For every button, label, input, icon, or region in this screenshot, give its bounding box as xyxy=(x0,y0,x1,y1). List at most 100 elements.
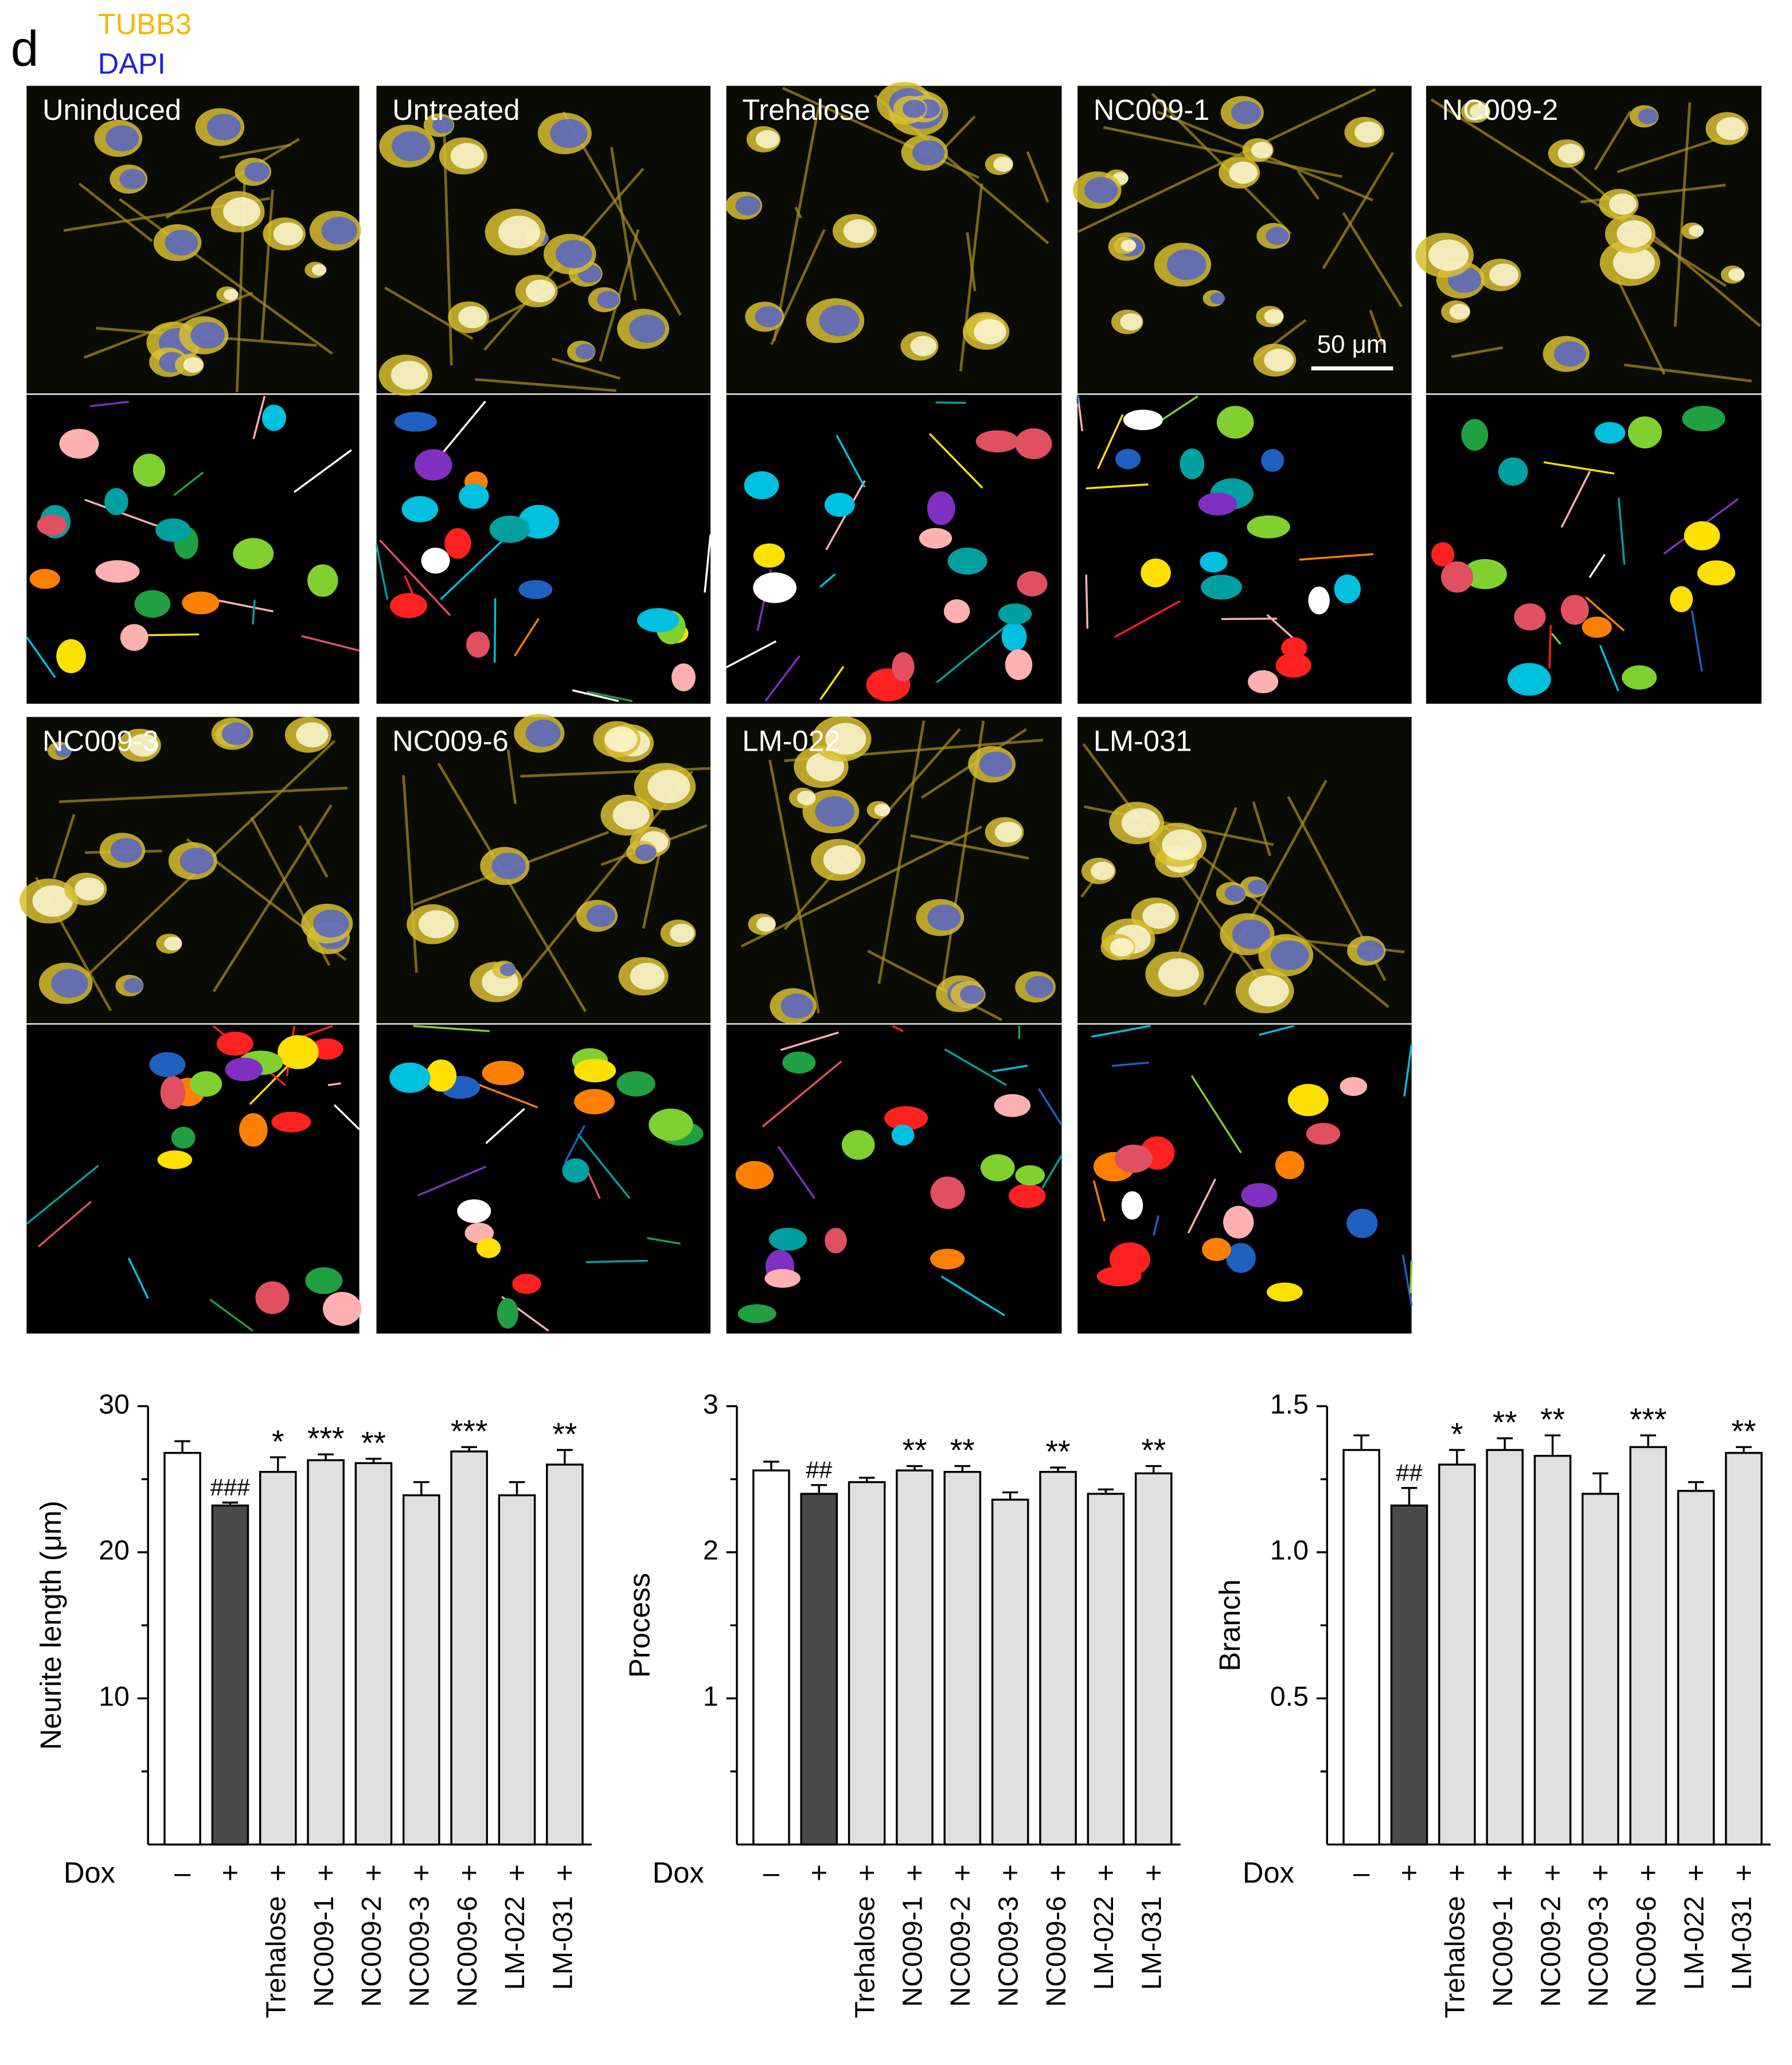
traced-neurite xyxy=(209,1298,254,1332)
x-tick-label: NC009-3 xyxy=(1583,1896,1614,2007)
nucleus xyxy=(575,343,595,360)
nucleus xyxy=(296,722,329,748)
significance: *** xyxy=(307,1421,345,1457)
traced-neurite xyxy=(992,1064,1028,1072)
nucleus xyxy=(1266,227,1289,245)
segmented-cell xyxy=(1287,1084,1329,1117)
significance: ** xyxy=(1493,1405,1517,1441)
segmented-cell xyxy=(37,514,68,536)
neurite xyxy=(1451,346,1504,358)
dox-sign: + xyxy=(1688,1856,1705,1889)
dox-label: Dox xyxy=(64,1856,115,1889)
segmented-cell xyxy=(1248,670,1279,694)
neurite xyxy=(119,198,333,355)
y-tick-label: 10 xyxy=(99,1681,130,1712)
segmented-cell xyxy=(307,564,338,597)
nucleus xyxy=(1232,919,1270,949)
segmented-cell xyxy=(1275,653,1311,678)
traced-neurite xyxy=(780,1031,839,1051)
nucleus xyxy=(223,288,239,300)
segmented-cell xyxy=(190,1071,222,1097)
segmented-cell xyxy=(1223,1205,1254,1239)
traced-neurite xyxy=(173,471,204,497)
segmented-cell xyxy=(975,430,1019,452)
traced-neurite xyxy=(928,433,983,489)
dox-sign: + xyxy=(222,1856,239,1889)
bar xyxy=(752,1469,790,1846)
segmented-cell xyxy=(225,1057,263,1082)
segmented-cell xyxy=(389,593,427,618)
nucleus xyxy=(1469,103,1490,120)
nucleus xyxy=(311,264,327,276)
significance: ** xyxy=(1731,1414,1756,1449)
traced-neurite xyxy=(252,599,256,624)
segmented-cell xyxy=(1627,416,1662,449)
nucleus xyxy=(458,306,487,329)
segmentation xyxy=(376,395,711,704)
charts: 10 20 30 Neurite length (μm) Dox – ### + * + Treha… xyxy=(34,1389,1771,2018)
segmented-cell xyxy=(1241,1182,1278,1208)
dox-sign: + xyxy=(1496,1856,1513,1889)
segmented-cell xyxy=(458,483,489,509)
nucleus xyxy=(106,125,139,151)
nucleus xyxy=(165,229,198,256)
neurite xyxy=(475,378,616,392)
nucleus xyxy=(223,197,260,227)
segmented-cell xyxy=(466,631,490,658)
nucleus xyxy=(499,963,516,977)
nucleus xyxy=(418,910,455,939)
nucleus xyxy=(313,909,349,938)
traced-neurite xyxy=(1403,1044,1413,1097)
traced-neurite xyxy=(25,636,56,678)
traced-neurite xyxy=(647,1237,681,1245)
traced-neurite xyxy=(1259,1025,1294,1036)
neurite xyxy=(1594,110,1632,171)
traced-neurite xyxy=(375,544,389,600)
nucleus xyxy=(1224,885,1246,902)
traced-neurite xyxy=(777,1146,816,1199)
segmented-cell xyxy=(1306,1123,1341,1145)
significance: ## xyxy=(1396,1459,1422,1486)
traced-neurite xyxy=(1551,633,1561,645)
x-tick-label: NC009-2 xyxy=(1535,1896,1566,2007)
segmented-cell xyxy=(56,639,86,673)
dox-label: Dox xyxy=(1243,1856,1294,1889)
nucleus xyxy=(221,722,251,745)
traced-neurite xyxy=(725,640,777,669)
segmented-cell xyxy=(998,603,1032,625)
neurite xyxy=(910,834,1029,860)
y-tick-label: 20 xyxy=(99,1535,130,1566)
x-tick-label: LM-022 xyxy=(1088,1896,1119,1990)
nucleus xyxy=(1229,161,1258,184)
segmented-cell xyxy=(1582,616,1612,638)
traced-neurite xyxy=(1548,625,1552,669)
nucleus xyxy=(825,723,866,755)
neurite xyxy=(966,232,977,291)
nucleus xyxy=(927,904,961,931)
segmented-cell xyxy=(764,1269,801,1288)
segmented-cell xyxy=(233,538,274,569)
nucleus xyxy=(670,923,694,943)
bar xyxy=(402,1494,440,1846)
segmented-cell xyxy=(171,1126,196,1149)
neurite xyxy=(78,182,153,243)
image-label: NC009-3 xyxy=(42,725,159,758)
segmented-cell xyxy=(1622,665,1657,690)
nucleus xyxy=(586,904,615,927)
segmented-cell xyxy=(305,1267,343,1294)
dox-sign: + xyxy=(1098,1856,1115,1889)
nucleus xyxy=(1025,975,1053,998)
segmented-cell xyxy=(1114,1144,1153,1173)
nucleus xyxy=(1158,958,1199,990)
segmented-cell xyxy=(947,547,987,575)
significance: ## xyxy=(806,1457,832,1484)
segmented-cell xyxy=(59,428,99,459)
traced-neurite xyxy=(944,1048,1008,1086)
significance: ** xyxy=(1540,1402,1565,1438)
segmented-cell xyxy=(1346,1208,1378,1238)
segmented-cell xyxy=(1281,637,1307,659)
segmented-cell xyxy=(157,1150,193,1169)
nucleus xyxy=(597,291,620,309)
traced-neurite xyxy=(819,573,836,588)
traced-neurite xyxy=(327,1082,341,1087)
